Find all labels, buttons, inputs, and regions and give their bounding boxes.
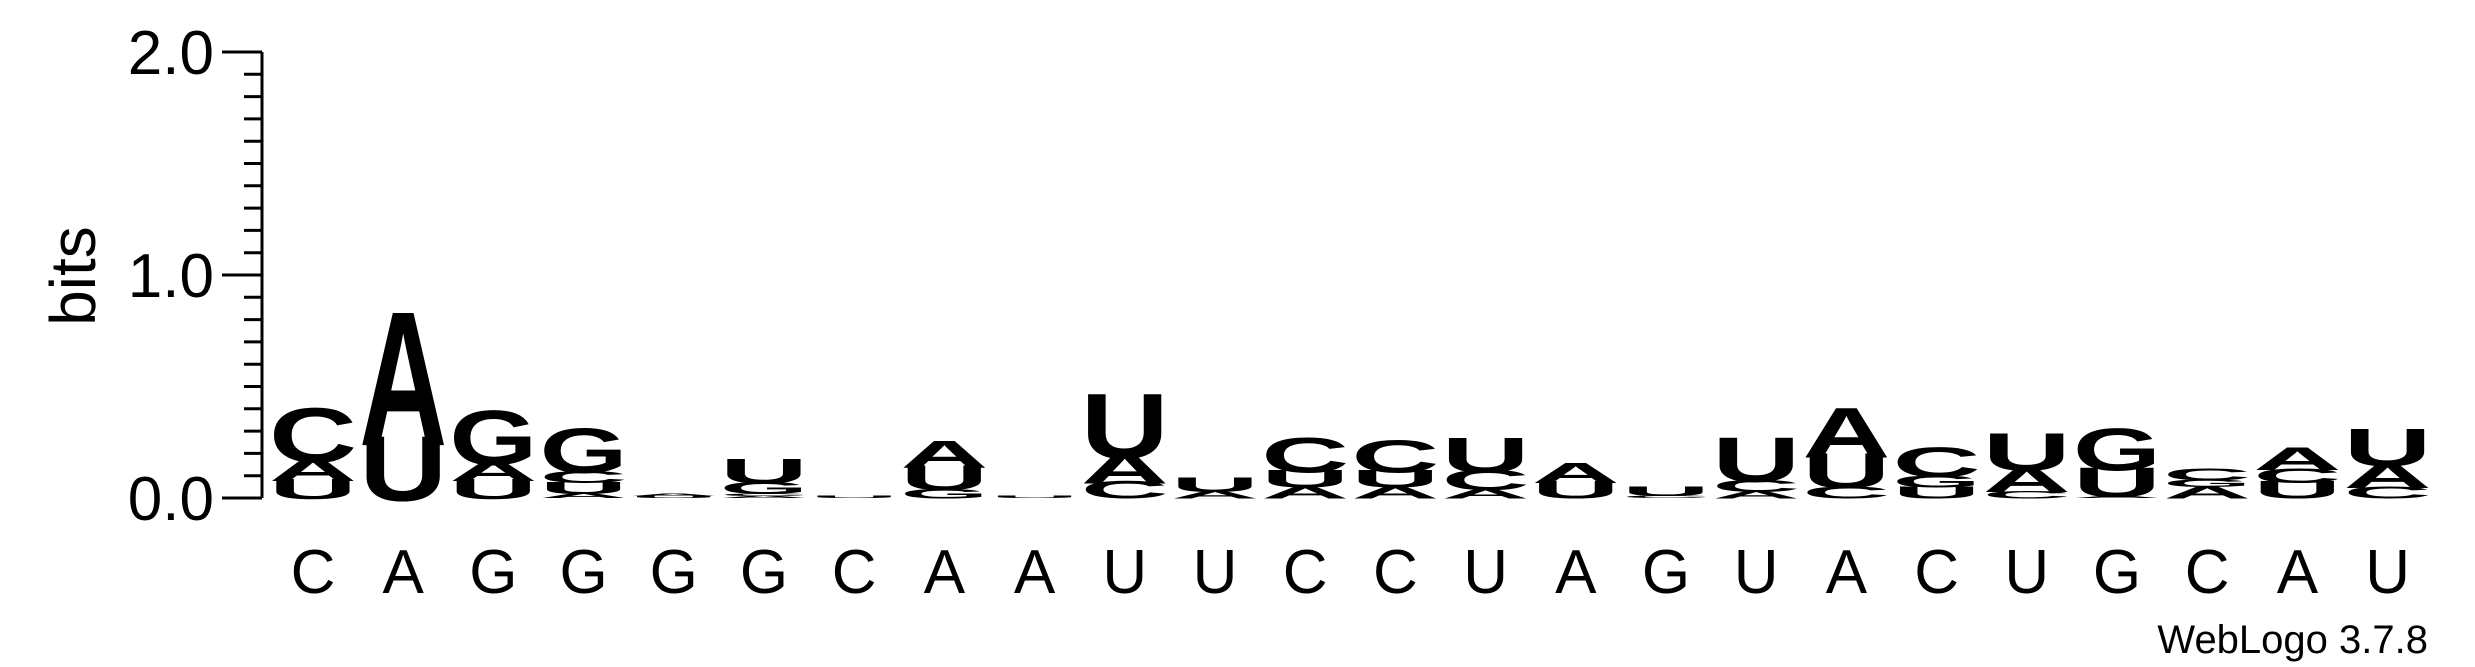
- logo-letter-A: A: [2163, 483, 2251, 503]
- x-tick-label: A: [2277, 538, 2319, 607]
- logo-letter-A: A: [449, 455, 537, 487]
- x-tick-label: A: [924, 538, 966, 607]
- logo-letter-U: U: [1261, 465, 1349, 493]
- logo-letter-A: A: [1802, 394, 1890, 473]
- logo-letter-C: C: [1351, 431, 1439, 483]
- logo-letter-C: C: [1802, 483, 1890, 503]
- logo-letter-G: G: [720, 478, 808, 498]
- logo-letter-A: A: [1081, 445, 1169, 493]
- logo-letter-U: U: [1983, 422, 2071, 482]
- x-tick-label: U: [2004, 538, 2049, 607]
- logo-letter-A: A: [2253, 441, 2341, 477]
- logo-letter-A: A: [1442, 486, 1530, 502]
- y-tick-label: 0.0: [128, 465, 214, 534]
- x-tick-label: U: [1193, 538, 1238, 607]
- logo-letter-C: C: [2253, 464, 2341, 488]
- logo-letter-C: C: [540, 467, 628, 487]
- x-tick-label: C: [832, 538, 877, 607]
- logo-letter-G: G: [1893, 472, 1981, 492]
- logo-letter-U: U: [2073, 459, 2161, 507]
- y-tick-label: 1.0: [128, 242, 214, 311]
- y-tick-label: 2.0: [128, 19, 214, 88]
- logo-letter-U: U: [449, 473, 537, 505]
- x-tick-label: G: [650, 538, 698, 607]
- logo-letter-G: G: [2163, 478, 2251, 490]
- logo-letter-U: U: [2344, 418, 2432, 478]
- logo-letter-U: U: [1171, 473, 1259, 497]
- logo-letter-A: A: [1261, 483, 1349, 503]
- logo-letter-C: C: [720, 493, 808, 497]
- x-tick-label: C: [1373, 538, 1418, 607]
- x-tick-label: A: [1014, 538, 1056, 607]
- logo-letter-U: U: [720, 452, 808, 492]
- logo-letter-U: U: [359, 417, 447, 520]
- logo-letter-U: U: [1442, 428, 1530, 484]
- logo-letter-C: C: [269, 391, 357, 479]
- x-tick-label: C: [291, 538, 336, 607]
- x-tick-label: A: [1555, 538, 1597, 607]
- logo-letter-C: C: [1261, 428, 1349, 484]
- logo-letter-A: A: [630, 493, 718, 497]
- logo-letter-U: U: [1081, 374, 1169, 477]
- logo-letter-A: A: [1351, 483, 1439, 503]
- logo-letter-A: A: [1532, 457, 1620, 489]
- logo-letter-G: G: [540, 416, 628, 487]
- weblogo-credit: WebLogo 3.7.8: [2157, 618, 2428, 662]
- logo-letter-C: C: [1712, 476, 1800, 496]
- y-axis-label: bits: [37, 226, 109, 326]
- logo-letter-U: U: [810, 495, 898, 499]
- x-tick-label: U: [1102, 538, 1147, 607]
- logo-letter-U: U: [540, 478, 628, 498]
- x-tick-label: U: [1463, 538, 1508, 607]
- logo-letter-G: G: [900, 486, 988, 502]
- logo-letter-U: U: [900, 458, 988, 498]
- logo-letter-A: A: [1983, 461, 2071, 501]
- x-tick-label: C: [2185, 538, 2230, 607]
- x-tick-label: C: [1914, 538, 1959, 607]
- logo-letter-U: U: [630, 495, 718, 499]
- logo-letter-U: U: [269, 473, 357, 505]
- logo-letter-A: A: [359, 272, 447, 487]
- logo-letter-U: U: [1532, 476, 1620, 504]
- logo-letter-A: A: [1171, 489, 1259, 501]
- x-tick-label: U: [1734, 538, 1779, 607]
- x-tick-label: A: [1826, 538, 1868, 607]
- logo-letter-U: U: [1893, 483, 1981, 503]
- x-tick-label: G: [740, 538, 788, 607]
- x-tick-label: G: [469, 538, 517, 607]
- logo-letter-A: A: [720, 495, 808, 499]
- x-tick-label: G: [1642, 538, 1690, 607]
- logo-letter-U: U: [991, 495, 1079, 499]
- x-tick-label: G: [559, 538, 607, 607]
- logo-letter-A: A: [1712, 489, 1800, 501]
- logo-letter-A: A: [540, 492, 628, 500]
- logo-letter-U: U: [1351, 465, 1439, 493]
- logo-letter-A: A: [269, 452, 357, 488]
- x-tick-label: A: [383, 538, 425, 607]
- logo-letter-U: U: [2253, 476, 2341, 504]
- logo-letter-C: C: [1893, 439, 1981, 487]
- y-axis: 0.0 1.0 2.0: [128, 19, 264, 534]
- logo-letter-U: U: [1712, 424, 1800, 496]
- logo-letter-C: C: [1622, 495, 1710, 499]
- logo-letter-C: C: [1081, 476, 1169, 504]
- x-tick-label: C: [1283, 538, 1328, 607]
- logo-letter-A: A: [2073, 495, 2161, 499]
- logo-letter-G: G: [2073, 417, 2161, 484]
- logo-letter-G: G: [449, 394, 537, 482]
- logo-letter-C: C: [1442, 464, 1530, 496]
- logo-letter-C: C: [2344, 483, 2432, 503]
- logo-letter-A: A: [2344, 456, 2432, 496]
- logo-letter-U: U: [1622, 483, 1710, 499]
- logo-letter-A: A: [900, 433, 988, 477]
- logo-letter-C: C: [1983, 489, 2071, 501]
- logo-letter-C: C: [2163, 465, 2251, 485]
- x-tick-label: G: [2093, 538, 2141, 607]
- logo-letter-U: U: [1802, 443, 1890, 499]
- x-tick-label: U: [2365, 538, 2410, 607]
